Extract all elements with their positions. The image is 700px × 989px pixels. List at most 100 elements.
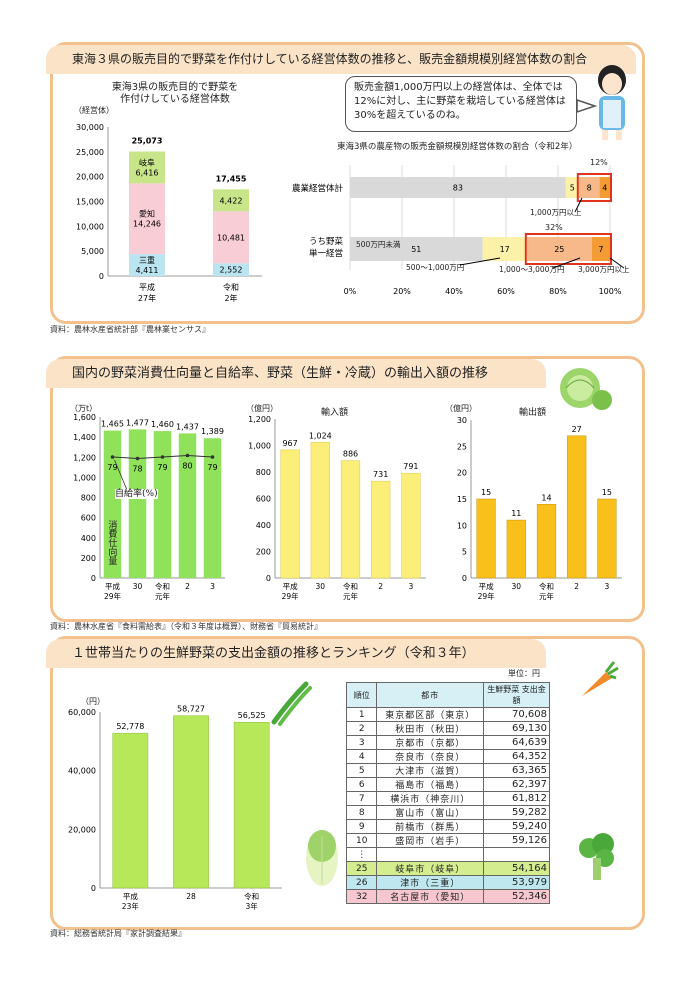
amount-cell: 63,365 (483, 763, 550, 778)
bar-segment (350, 237, 483, 261)
y-tick-label: 5,000 (81, 247, 104, 256)
bar-segment (578, 177, 600, 198)
city-cell: 岐阜市（岐阜） (376, 861, 484, 876)
y-tick-label: 20,000 (68, 825, 96, 834)
carrot-illustration (582, 661, 619, 696)
category-label: うち野菜 (309, 236, 344, 247)
unit-en: （円） (81, 697, 105, 706)
chart-a-title: 東海3県の販売目的で野菜を作付けしている経営体数 (111, 82, 239, 105)
bar-segment (482, 237, 527, 261)
unit-export: （億円） (445, 404, 477, 413)
amount-cell: 64,639 (483, 735, 550, 750)
ranking-row: 6 福島市（福島） 62,397 (345, 777, 550, 792)
data-label: 1,460 (151, 420, 174, 429)
amount-cell: 64,352 (483, 749, 550, 764)
city-cell: 奈良市（奈良） (376, 749, 484, 764)
bar (567, 435, 587, 579)
y-tick-label: 1,000 (73, 473, 96, 482)
bar (340, 460, 361, 579)
chart-b-title: 東海3県の農産物の販売金額規模別経営体数の割合（令和2年） (337, 142, 578, 152)
ranking-header-row: 順位 都市 生鮮野菜 支出金額 (345, 682, 550, 708)
x-tick-label: 100% (599, 287, 622, 296)
x-tick-label: 令和 (244, 891, 259, 901)
city-cell: 東京都区部（東京） (376, 707, 484, 722)
x-tick-label: 40% (445, 287, 463, 296)
x-tick-label: 23年 (122, 901, 140, 911)
y-tick-label: 10 (457, 521, 467, 530)
self-rate-label: 自給率(%) (115, 489, 158, 500)
data-label: 1,437 (176, 422, 199, 431)
section3-source: 資料：総務省統計局『家計調査結果』 (50, 929, 186, 938)
x-tick-label: 30 (316, 582, 326, 591)
annot-over3000: 3,000万円以上 (578, 265, 630, 274)
data-label: 1,465 (101, 420, 124, 429)
data-label: 886 (343, 450, 358, 459)
y-tick-label: 1,600 (73, 413, 96, 422)
category-label: 単一経営 (309, 248, 343, 259)
x-tick-label: 平成 (479, 581, 494, 591)
export-title: 輸出額 (519, 408, 547, 418)
line-label: 79 (207, 463, 217, 472)
bar-segment (213, 189, 249, 212)
x-tick-label: 3 (409, 582, 414, 591)
x-tick-label: 29年 (478, 591, 496, 601)
data-label: 5 (570, 184, 575, 193)
bar (310, 442, 330, 579)
x-tick-label: 令和 (343, 581, 358, 591)
y-tick-label: 1,200 (248, 415, 271, 424)
bar (128, 429, 147, 578)
chart-a-unit: （経営体） (74, 106, 114, 115)
highlight-box (524, 233, 612, 265)
empty-cell (376, 847, 484, 862)
data-label: 56,525 (238, 711, 266, 720)
rank-cell: 7 (345, 791, 378, 806)
section1-title: 東海３県の販売目的で野菜を作付けしている経営体数の推移と、販売金額規模別経営体数… (46, 45, 636, 74)
section2-source: 資料：農林水産省『食料需給表』（令和３年度は概算）、財務省『貿易統計』 (50, 622, 322, 631)
series-label: 三重 (139, 255, 155, 265)
data-label: 10,481 (217, 233, 245, 242)
data-label: 4 (602, 184, 607, 193)
consumption-label: 消費仕向量 (106, 520, 117, 565)
data-label: 1,389 (201, 427, 224, 436)
bar (178, 433, 197, 578)
unit-consumption: （万t） (70, 404, 98, 413)
y-tick-label: 30 (457, 416, 467, 425)
ranking-row: 8 富山市（富山） 59,282 (345, 805, 550, 820)
y-tick-label: 25 (457, 442, 467, 451)
y-tick-label: 400 (256, 521, 271, 530)
ranking-row: 9 前橋市（群馬） 59,240 (345, 819, 550, 834)
y-tick-label: 1,400 (73, 433, 96, 442)
data-label: 14,246 (133, 220, 161, 229)
city-cell: 大津市（滋賀） (376, 763, 484, 778)
line-point (160, 455, 165, 459)
y-tick-label: 600 (256, 495, 271, 504)
x-tick-label: 60% (497, 287, 515, 296)
bar (401, 472, 421, 579)
import-title: 輸入額 (321, 408, 349, 418)
y-tick-label: 200 (81, 554, 96, 563)
ranking-row: 7 横浜市（神奈川） 61,812 (345, 791, 550, 806)
data-label: 4,422 (220, 196, 243, 205)
green-bean-illustration (271, 681, 312, 726)
data-label: 17 (500, 245, 510, 254)
annot-1000-3000: 1,000～3,000万円 (499, 265, 565, 274)
highlight-box (576, 173, 612, 202)
y-tick-label: 15,000 (76, 198, 104, 207)
bar (597, 498, 617, 579)
rank-cell: 2 (345, 721, 378, 736)
data-label: 58,727 (177, 705, 205, 714)
section2-title: 国内の野菜消費仕向量と自給率、野菜（生鮮・冷蔵）の輸出入額の推移 (46, 359, 546, 388)
data-label: 967 (282, 439, 297, 448)
city-cell: 津市（三重） (376, 875, 484, 890)
cabbage-illustration (560, 368, 612, 410)
total-label: 17,455 (216, 174, 247, 183)
data-label: 83 (453, 184, 463, 193)
line-point (210, 455, 215, 459)
series-label: 岐阜 (139, 157, 155, 167)
bar (371, 480, 391, 579)
rank-cell: 9 (345, 819, 378, 834)
y-tick-label: 0 (99, 272, 104, 281)
y-tick-label: 10,000 (76, 222, 104, 231)
data-label: 791 (403, 462, 418, 471)
